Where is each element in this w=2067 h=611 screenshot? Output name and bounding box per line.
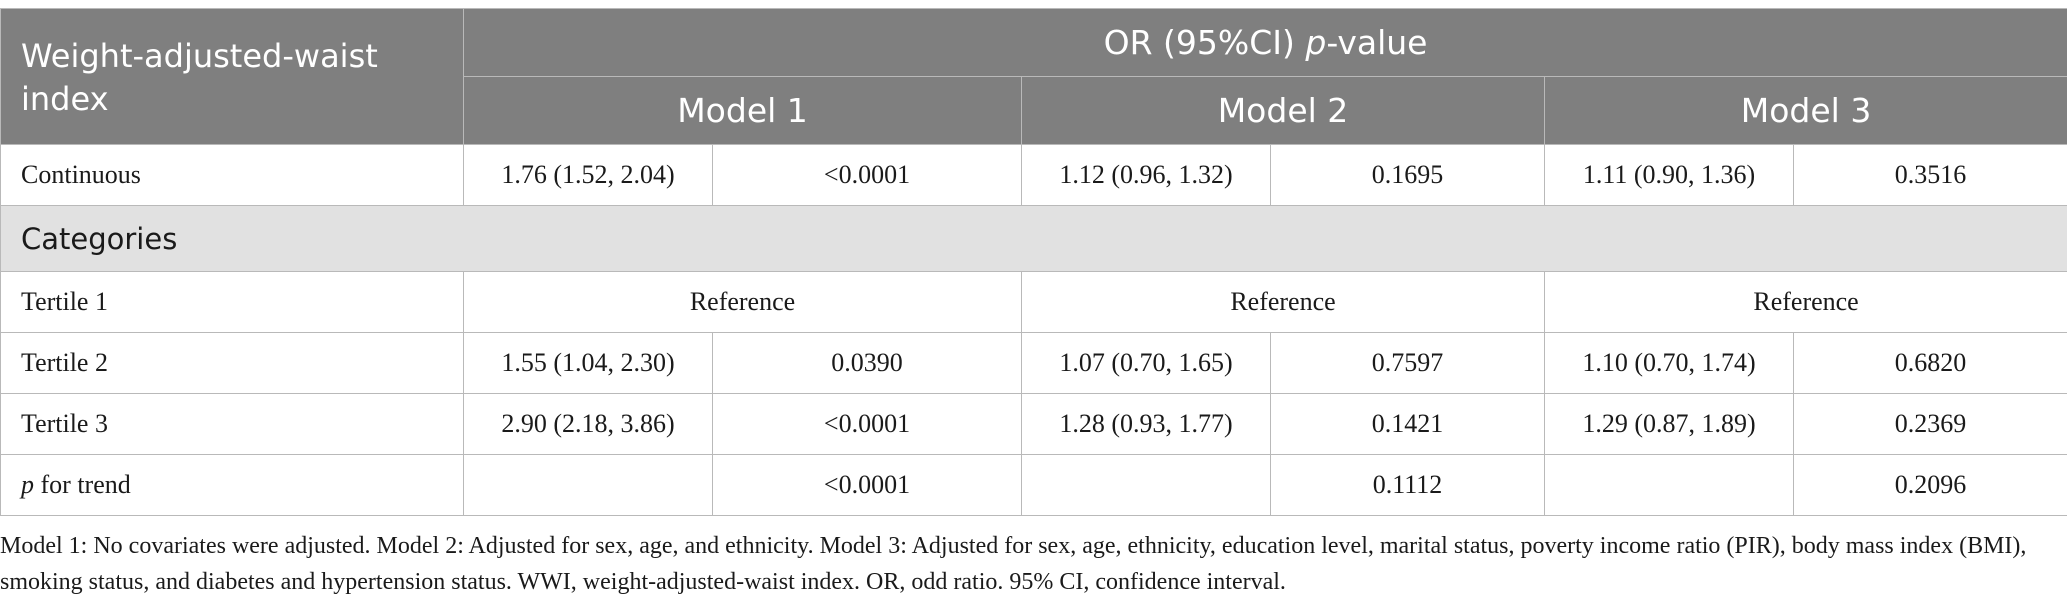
- table-row-categories: Categories: [0, 205, 2067, 272]
- categories-section-label: Categories: [0, 205, 2067, 272]
- header-row-top: Weight-adjusted-waist index OR (95%CI) p…: [0, 8, 2067, 145]
- header-row-models: Model 1 Model 2 Model 3: [1, 76, 2067, 145]
- table-cell: 2.90 (2.18, 3.86): [463, 393, 713, 455]
- row-label: p for trend: [0, 454, 464, 516]
- table-cell: 1.55 (1.04, 2.30): [463, 332, 713, 394]
- reference-cell: Reference: [463, 271, 1022, 333]
- table-cell: 1.12 (0.96, 1.32): [1021, 144, 1271, 206]
- reference-cell: Reference: [1021, 271, 1545, 333]
- table-cell: <0.0001: [712, 454, 1022, 516]
- table-cell: 1.10 (0.70, 1.74): [1544, 332, 1794, 394]
- row-label: Tertile 1: [0, 271, 464, 333]
- table-cell: 0.2369: [1792, 393, 2067, 455]
- table-cell: 0.1695: [1270, 144, 1545, 206]
- row-header-cell: Weight-adjusted-waist index: [0, 8, 464, 145]
- header-suffix: -value: [1326, 23, 1428, 62]
- results-table: Weight-adjusted-waist index OR (95%CI) p…: [0, 8, 2067, 516]
- table-cell: [1544, 454, 1794, 516]
- table-footnote: Model 1: No covariates were adjusted. Mo…: [0, 533, 2027, 595]
- table-cell: [463, 454, 713, 516]
- table-cell: 1.76 (1.52, 2.04): [463, 144, 713, 206]
- table-cell: 1.29 (0.87, 1.89): [1544, 393, 1794, 455]
- or-ci-pvalue-header: OR (95%CI) p-value: [462, 8, 2067, 77]
- table-cell: 0.6820: [1792, 332, 2067, 394]
- p-italic: p: [21, 470, 34, 499]
- table-cell: 1.28 (0.93, 1.77): [1021, 393, 1271, 455]
- model-3-header: Model 3: [1543, 76, 2067, 145]
- table-cell: 0.1421: [1270, 393, 1545, 455]
- table-cell: <0.0001: [712, 393, 1022, 455]
- table-cell: [1021, 454, 1271, 516]
- row-label: Continuous: [0, 144, 464, 206]
- table-row-tertile-1: Tertile 1 Reference Reference Reference: [0, 271, 2067, 333]
- header-prefix: OR (95%CI): [1103, 23, 1306, 62]
- table-row-continuous: Continuous 1.76 (1.52, 2.04) <0.0001 1.1…: [0, 144, 2067, 206]
- model-2-header: Model 2: [1021, 76, 1545, 145]
- table-cell: 1.11 (0.90, 1.36): [1544, 144, 1794, 206]
- table-cell: 0.7597: [1270, 332, 1545, 394]
- table-cell: 0.0390: [712, 332, 1022, 394]
- header-p: p: [1305, 23, 1327, 62]
- table-cell: 0.3516: [1792, 144, 2067, 206]
- table-row-p-for-trend: p for trend <0.0001 0.1112 0.2096: [0, 454, 2067, 516]
- model-1-header: Model 1: [463, 76, 1022, 145]
- table-cell: <0.0001: [712, 144, 1022, 206]
- trend-label-rest: for trend: [34, 470, 131, 499]
- table-cell: 0.2096: [1792, 454, 2067, 516]
- table-row-tertile-2: Tertile 2 1.55 (1.04, 2.30) 0.0390 1.07 …: [0, 332, 2067, 394]
- table-cell: 0.1112: [1270, 454, 1545, 516]
- table-cell: 1.07 (0.70, 1.65): [1021, 332, 1271, 394]
- results-table-container: Weight-adjusted-waist index OR (95%CI) p…: [0, 8, 2067, 516]
- reference-cell: Reference: [1543, 271, 2067, 333]
- row-label: Tertile 3: [0, 393, 464, 455]
- table-row-tertile-3: Tertile 3 2.90 (2.18, 3.86) <0.0001 1.28…: [0, 393, 2067, 455]
- row-label: Tertile 2: [0, 332, 464, 394]
